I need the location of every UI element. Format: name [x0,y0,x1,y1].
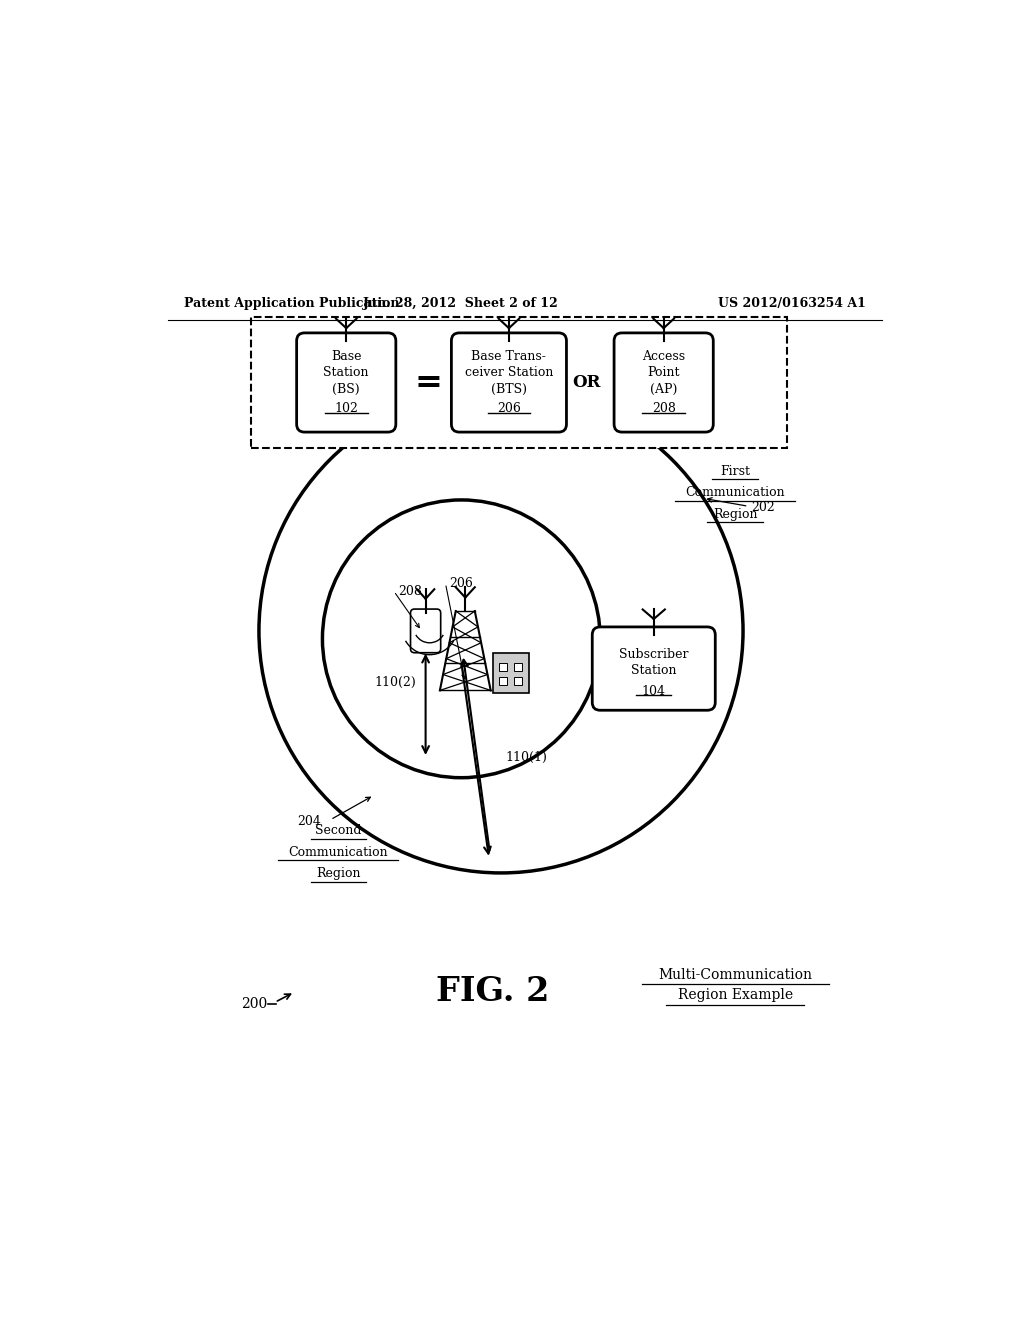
Text: Region Example: Region Example [678,989,793,1002]
Text: US 2012/0163254 A1: US 2012/0163254 A1 [718,297,866,310]
Bar [514,677,522,685]
Text: =: = [414,366,442,399]
Text: 202: 202 [751,502,775,515]
Text: 206: 206 [450,577,473,590]
Text: Subscriber
Station: Subscriber Station [620,648,688,677]
FancyBboxPatch shape [251,317,786,449]
FancyBboxPatch shape [297,333,396,432]
Text: Jun. 28, 2012  Sheet 2 of 12: Jun. 28, 2012 Sheet 2 of 12 [364,297,559,310]
Text: 110(1): 110(1) [505,751,547,764]
Text: Base
Station
(BS): Base Station (BS) [324,351,369,396]
Text: Region: Region [316,867,360,880]
Text: Patent Application Publication: Patent Application Publication [183,297,399,310]
Text: 208: 208 [397,585,422,598]
Bar [499,664,507,672]
Text: First: First [720,465,751,478]
Text: Multi-Communication: Multi-Communication [658,968,812,982]
FancyBboxPatch shape [494,653,528,693]
Text: Second: Second [315,824,361,837]
Text: 208: 208 [651,401,676,414]
FancyBboxPatch shape [452,333,566,432]
Text: Access
Point
(AP): Access Point (AP) [642,351,685,396]
FancyBboxPatch shape [614,333,714,432]
Text: Base Trans-
ceiver Station
(BTS): Base Trans- ceiver Station (BTS) [465,351,553,396]
Text: 206: 206 [497,401,521,414]
FancyBboxPatch shape [592,627,715,710]
Text: 110(2): 110(2) [374,676,416,689]
Bar [514,664,522,672]
Text: Communication: Communication [685,486,785,499]
FancyBboxPatch shape [411,609,440,652]
Text: FIG. 2: FIG. 2 [436,975,550,1008]
Text: OR: OR [572,374,601,391]
Text: 204: 204 [297,814,321,828]
Text: Region: Region [713,508,758,520]
Text: 200: 200 [241,997,267,1011]
Text: 104: 104 [642,685,666,698]
Bar [499,677,507,685]
Text: 102: 102 [334,401,358,414]
Text: Communication: Communication [289,846,388,858]
